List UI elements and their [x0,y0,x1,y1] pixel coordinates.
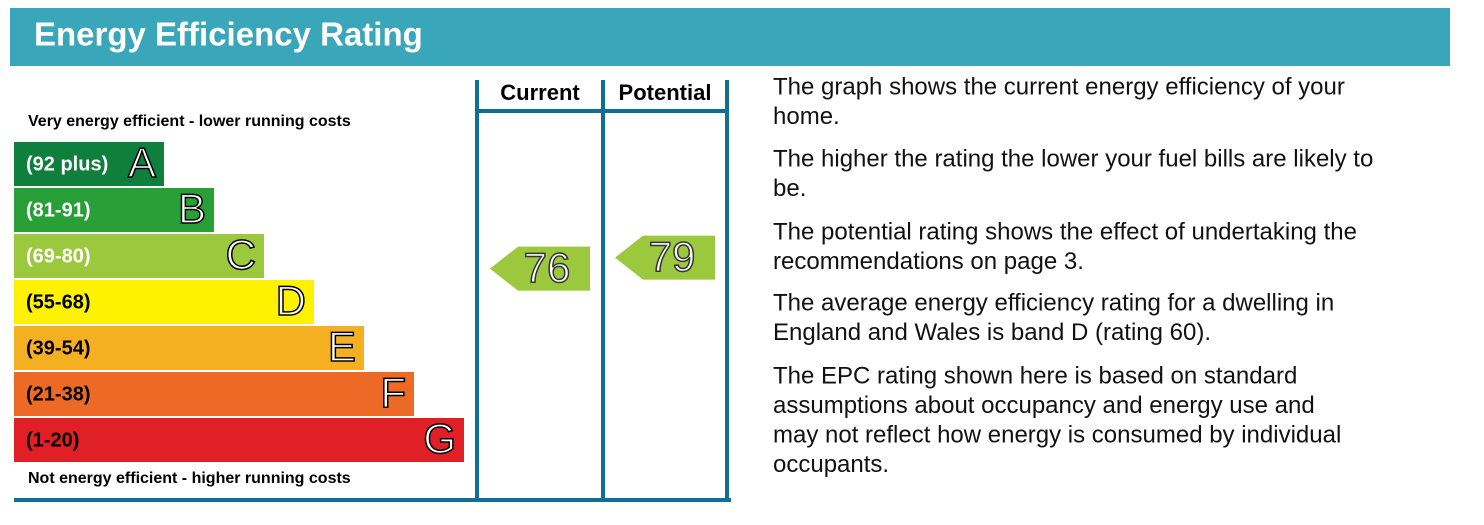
band-letter: D [276,277,306,324]
band-letter: B [178,185,206,232]
rating-value: 79 [649,233,696,280]
rating-value: 76 [524,244,571,291]
description-line: recommendations on page 3. [773,248,1084,275]
rating-arrow [490,246,590,291]
description-line: The higher the rating the lower your fue… [773,145,1373,172]
band-bar [14,372,414,416]
column-header: Potential [619,80,712,105]
description-line: The potential rating shows the effect of… [773,218,1357,245]
band-bar [14,234,264,278]
band-letter: G [423,415,456,462]
band-letter: A [128,139,156,186]
band-range: (55-68) [26,291,90,313]
band-range: (81-91) [26,199,90,221]
description-line: home. [773,103,840,130]
band-bar [14,418,464,462]
top-note: Very energy efficient - lower running co… [28,113,351,130]
header-bar [10,8,1450,66]
band-range: (39-54) [26,337,90,359]
band-bar [14,142,164,186]
title: Energy Efficiency Rating [34,16,423,53]
description-line: be. [773,175,806,202]
band-range: (1-20) [26,429,79,451]
band-letter: C [226,231,256,278]
band-letter: F [380,369,406,416]
band-range: (69-80) [26,245,90,267]
description-line: The EPC rating shown here is based on st… [773,362,1297,389]
band-bar [14,188,214,232]
description-line: The graph shows the current energy effic… [773,73,1345,100]
bottom-note: Not energy efficient - higher running co… [28,470,351,487]
rating-arrow [615,235,715,280]
column-header: Current [500,80,580,105]
description-line: occupants. [773,451,889,478]
description-line: may not reflect how energy is consumed b… [773,421,1341,448]
frame [14,80,731,502]
band-range: (92 plus) [26,153,108,175]
band-letter: E [328,323,356,370]
description-line: The average energy efficiency rating for… [773,289,1334,316]
description-line: England and Wales is band D (rating 60). [773,319,1211,346]
band-bar [14,326,364,370]
band-range: (21-38) [26,383,90,405]
band-bar [14,280,314,324]
description-line: assumptions about occupancy and energy u… [773,392,1315,419]
